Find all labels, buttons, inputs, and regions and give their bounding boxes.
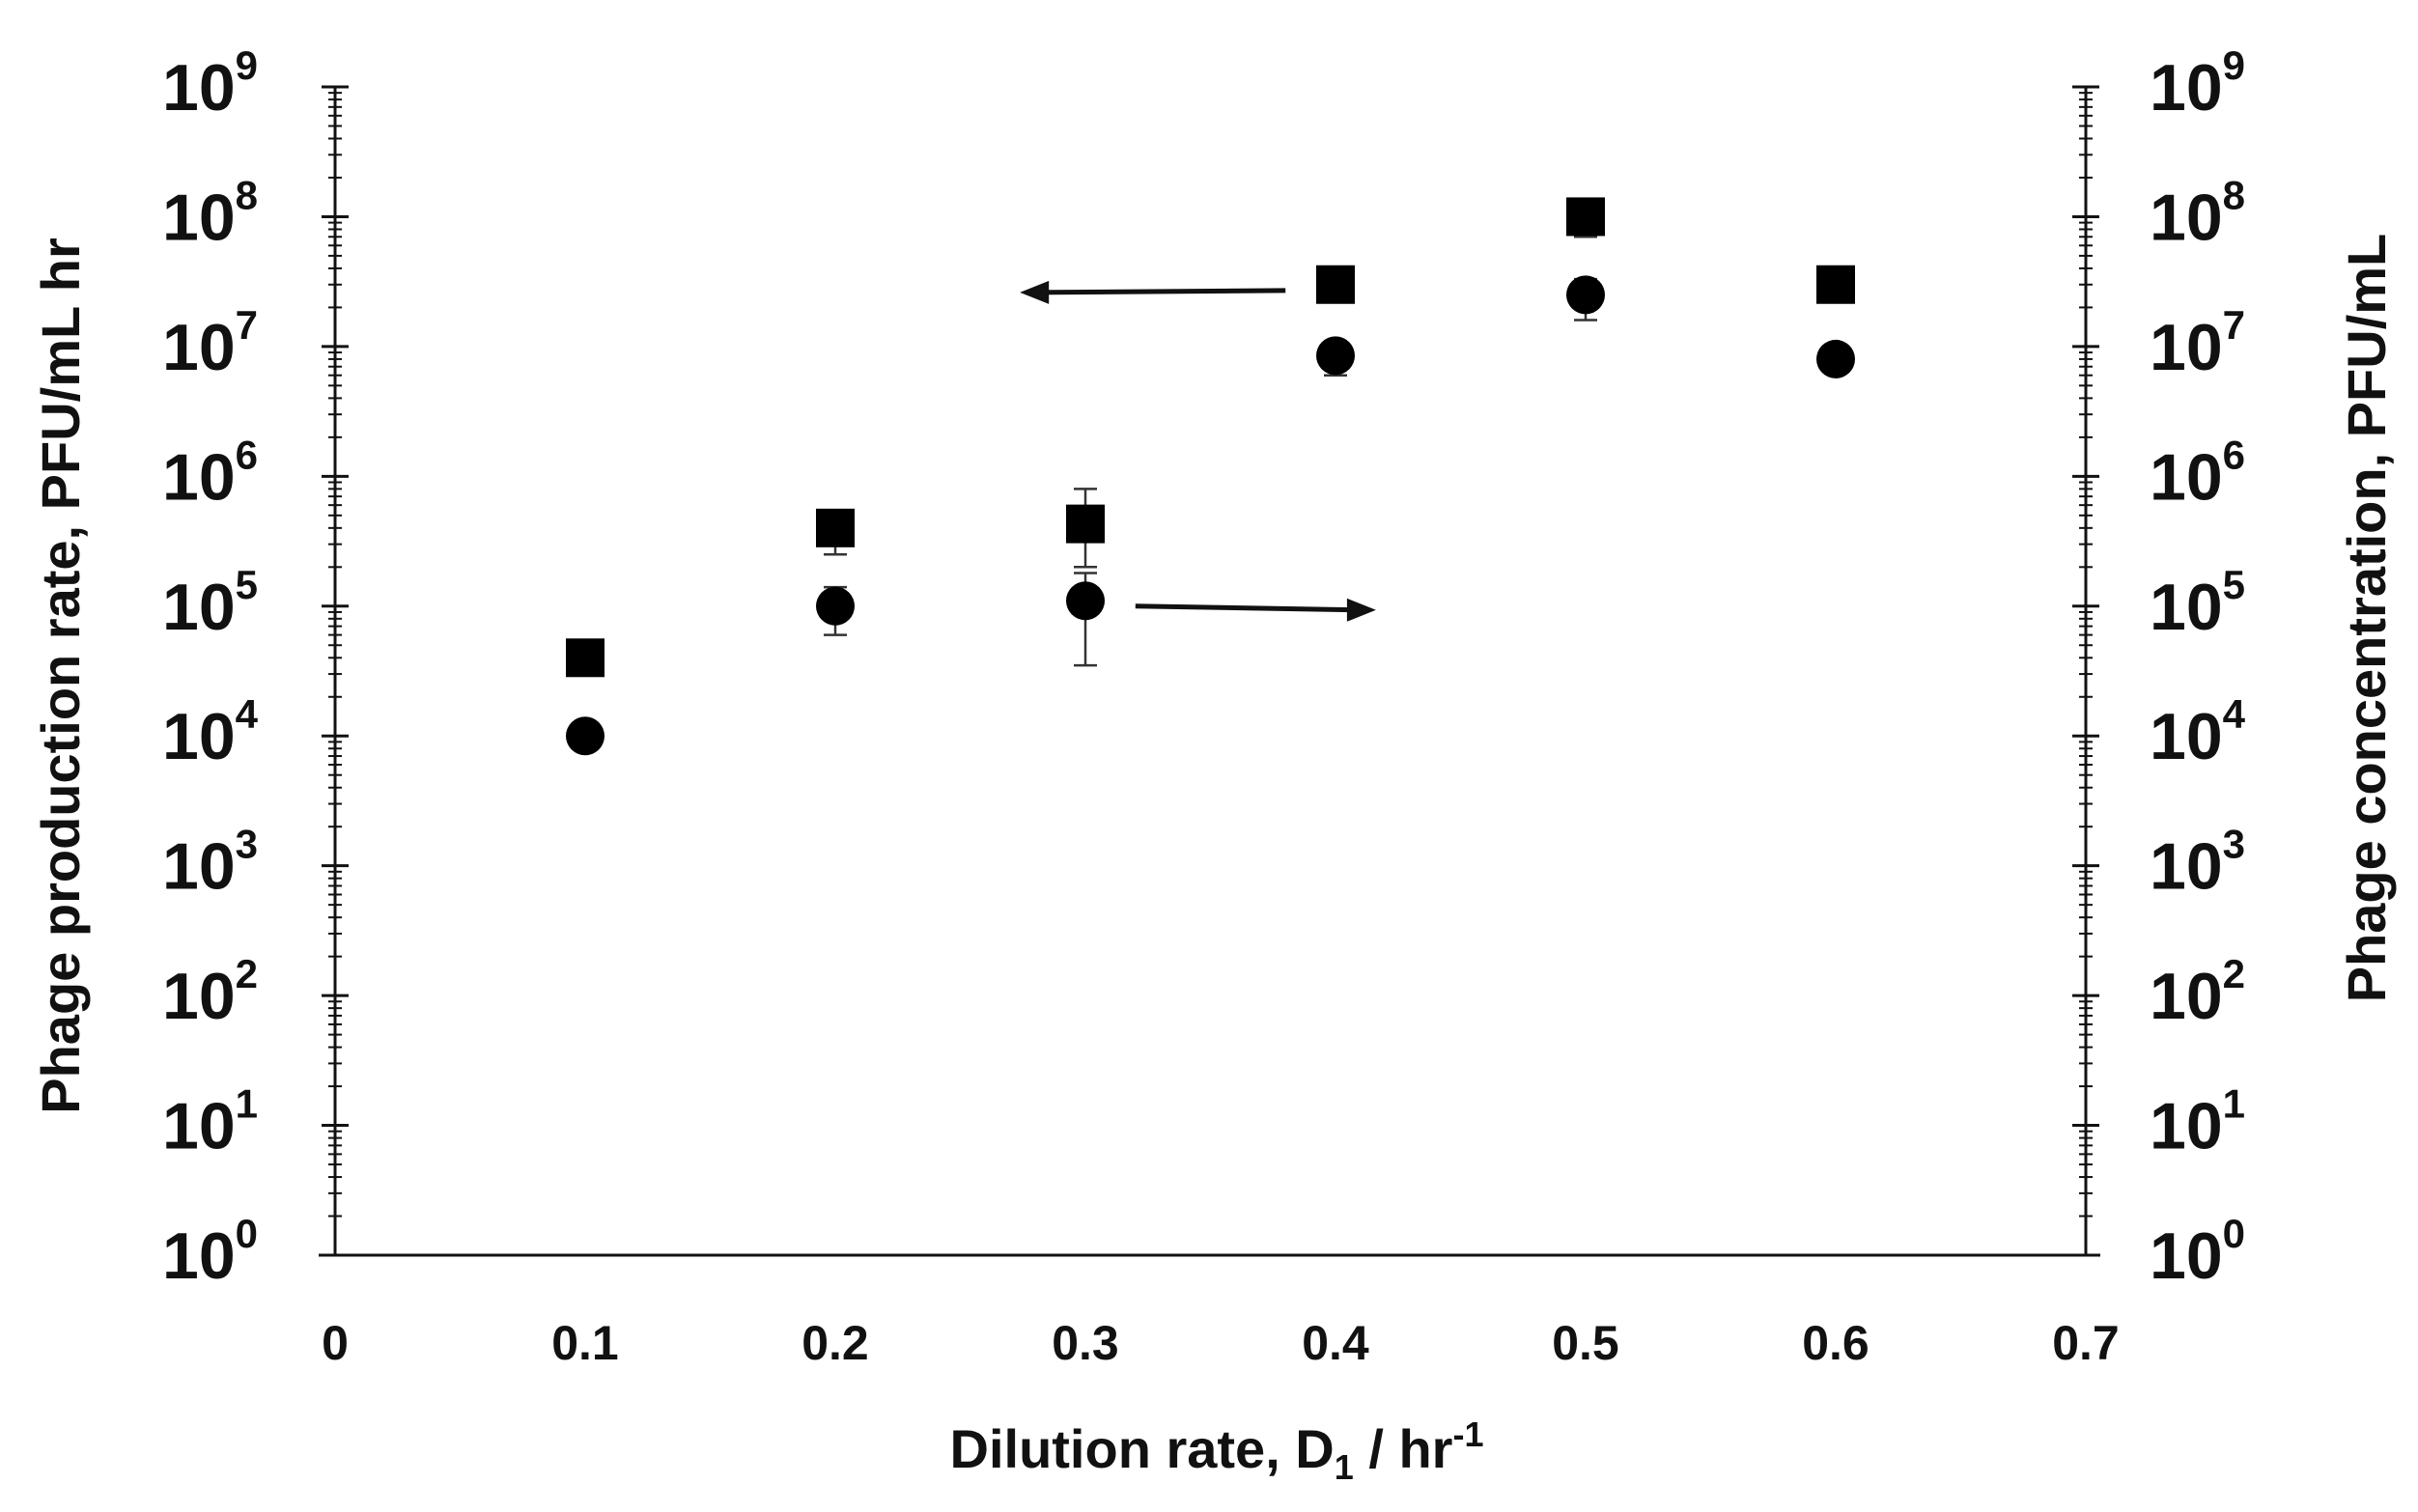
circle-marker [1316, 336, 1355, 376]
x-tick-label: 0 [322, 1316, 349, 1370]
right-y-tick-label: 108 [2150, 172, 2245, 254]
left-y-tick-label: 101 [162, 1081, 258, 1163]
left-y-tick-label: 108 [162, 172, 258, 254]
left-y-tick-label: 104 [162, 691, 259, 773]
left-y-tick-label: 103 [162, 822, 258, 904]
square-marker [566, 638, 604, 678]
tick-label-base: 10 [162, 700, 236, 773]
tick-label-exponent: 4 [2223, 691, 2246, 737]
tick-label-base: 10 [2150, 311, 2223, 384]
tick-label-base: 10 [2150, 440, 2223, 514]
square-marker [1566, 197, 1605, 237]
tick-label-exponent: 2 [236, 951, 258, 996]
tick-label-exponent: 2 [2223, 951, 2245, 996]
x-axis-title-subscript: 1 [1335, 1447, 1354, 1487]
circle-marker [1816, 339, 1855, 378]
right-arrow-head [1346, 598, 1376, 622]
tick-label-base: 10 [162, 181, 236, 254]
tick-label-base: 10 [2150, 700, 2223, 773]
left-y-tick-label: 109 [162, 42, 258, 125]
circle-marker [1066, 581, 1105, 621]
tick-label-base: 10 [162, 440, 236, 514]
left-y-tick-label: 100 [162, 1211, 258, 1293]
tick-label-base: 10 [2150, 181, 2223, 254]
right-y-tick-label: 105 [2150, 562, 2245, 644]
y-axis-title-right: Phage concentration, PFU/mL [2336, 234, 2397, 1003]
axis-ticks [322, 85, 2099, 1257]
circle-marker [566, 716, 604, 756]
right-y-tick-label: 102 [2150, 951, 2245, 1033]
left-y-tick-label: 107 [162, 302, 258, 384]
tick-label-exponent: 7 [236, 302, 258, 348]
right-arrow-shaft [1135, 603, 1361, 613]
square-marker [1316, 265, 1355, 304]
right-y-tick-label: 101 [2150, 1081, 2245, 1163]
tick-label-base: 10 [162, 311, 236, 384]
tick-label-exponent: 4 [236, 691, 259, 737]
tick-label-exponent: 3 [236, 822, 258, 867]
annotation-arrows [1020, 280, 1376, 622]
x-tick-label: 0.4 [1302, 1316, 1369, 1370]
tick-label-exponent: 0 [2223, 1211, 2245, 1256]
right-y-tick-label: 100 [2150, 1211, 2245, 1293]
right-y-tick-label: 103 [2150, 822, 2245, 904]
square-marker [1066, 504, 1105, 544]
tick-label-exponent: 8 [2223, 172, 2245, 217]
tick-label-exponent: 5 [2223, 562, 2245, 607]
tick-label-exponent: 1 [2223, 1081, 2245, 1127]
x-axis-title-unit: / hr [1354, 1418, 1453, 1479]
tick-label-base: 10 [162, 830, 236, 904]
x-tick-labels: 0 0.1 0.2 0.3 0.4 0.5 0.6 0.7 [322, 1316, 2120, 1370]
tick-label-exponent: 6 [236, 432, 258, 477]
tick-label-exponent: 6 [2223, 432, 2245, 477]
x-axis-title: Dilution rate, D1 / hr-1 [950, 1414, 1484, 1487]
circle-marker [1566, 275, 1605, 315]
right-y-tick-label: 109 [2150, 42, 2245, 125]
tick-label-exponent: 9 [2223, 42, 2245, 88]
y-axis-title-left: Phage production rate, PFU/mL hr [30, 238, 91, 1114]
tick-label-base: 10 [2150, 1090, 2223, 1163]
tick-label-exponent: 5 [236, 562, 258, 607]
tick-label-exponent: 1 [236, 1081, 258, 1127]
tick-label-exponent: 9 [236, 42, 258, 88]
x-tick-label: 0.1 [551, 1316, 619, 1370]
x-tick-label: 0.5 [1552, 1316, 1619, 1370]
left-arrow-shaft [1035, 288, 1286, 295]
tick-label-base: 10 [162, 960, 236, 1033]
right-y-tick-label: 107 [2150, 302, 2245, 384]
tick-label-base: 10 [162, 1219, 236, 1293]
x-axis-title-main: Dilution rate, D [950, 1418, 1335, 1479]
tick-label-base: 10 [162, 1090, 236, 1163]
tick-label-exponent: 8 [236, 172, 258, 217]
x-axis-title-superscript: -1 [1452, 1414, 1483, 1454]
data-markers [566, 197, 1855, 756]
tick-label-exponent: 7 [2223, 302, 2245, 348]
tick-label-base: 10 [2150, 830, 2223, 904]
tick-label-exponent: 0 [236, 1211, 258, 1256]
square-marker [1816, 265, 1855, 304]
tick-label-base: 10 [162, 51, 236, 125]
tick-label-base: 10 [2150, 571, 2223, 644]
circle-marker [816, 586, 855, 626]
left-y-tick-label: 105 [162, 562, 258, 644]
x-tick-label: 0.7 [2052, 1316, 2120, 1370]
left-y-tick-label: 106 [162, 432, 258, 514]
left-y-tick-label: 102 [162, 951, 258, 1033]
tick-label-base: 10 [2150, 51, 2223, 125]
left-arrow-head [1020, 280, 1050, 304]
square-marker [816, 508, 855, 547]
right-y-tick-label: 106 [2150, 432, 2245, 514]
tick-label-base: 10 [2150, 1219, 2223, 1293]
x-tick-label: 0.6 [1802, 1316, 1870, 1370]
tick-label-base: 10 [2150, 960, 2223, 1033]
tick-label-base: 10 [162, 571, 236, 644]
right-y-tick-label: 104 [2150, 691, 2246, 773]
x-tick-label: 0.3 [1052, 1316, 1119, 1370]
x-tick-label: 0.2 [801, 1316, 869, 1370]
error-bars [824, 205, 1597, 667]
tick-label-exponent: 3 [2223, 822, 2245, 867]
